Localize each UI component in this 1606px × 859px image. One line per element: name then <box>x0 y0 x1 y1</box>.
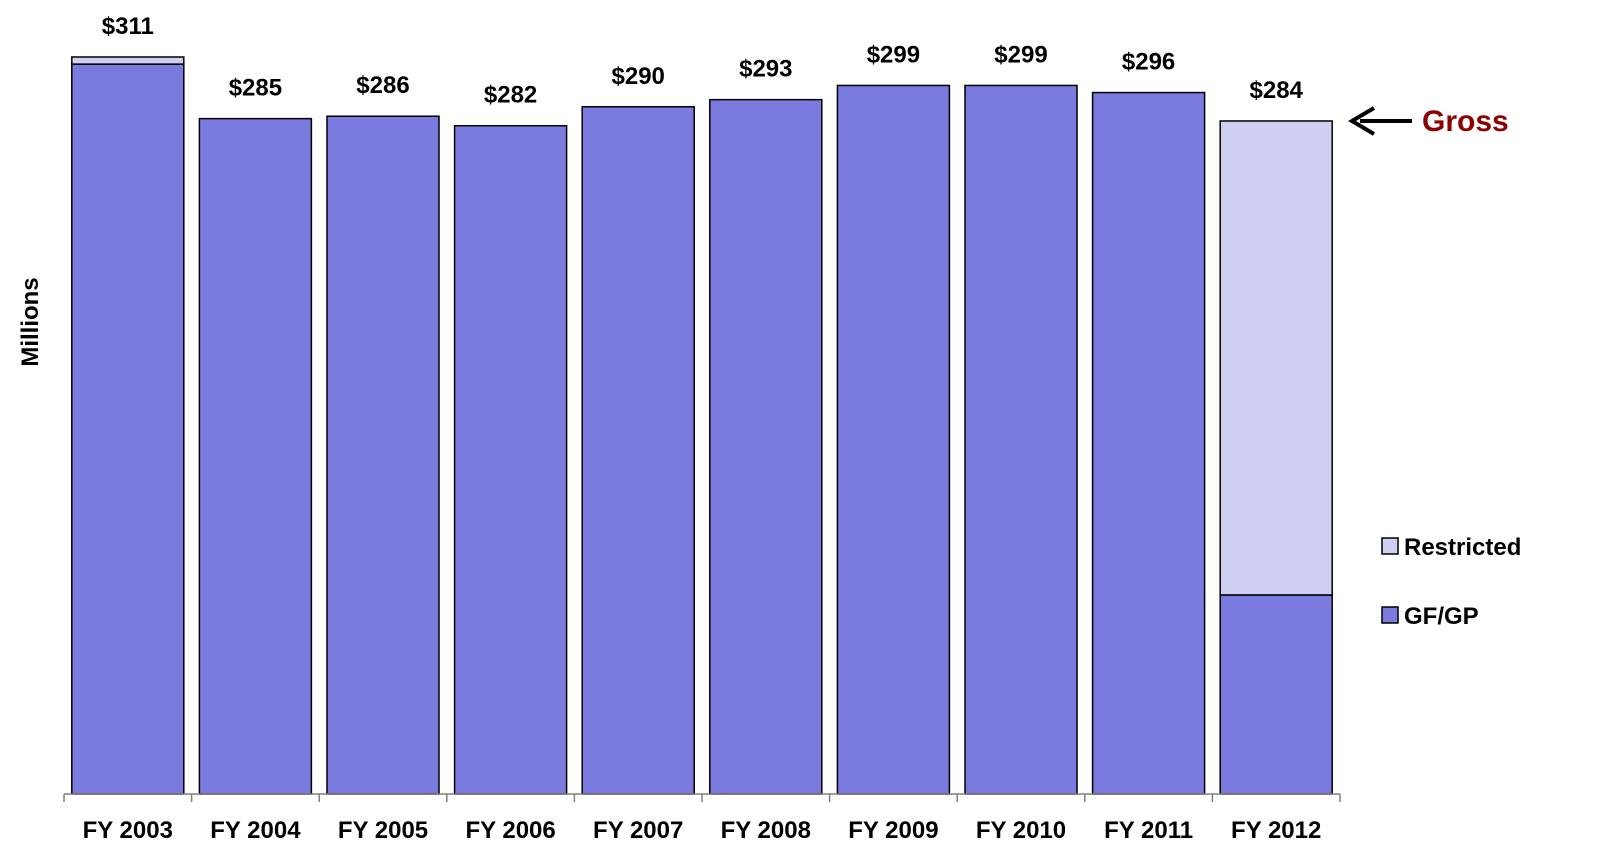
x-tick-label: FY 2007 <box>593 817 683 844</box>
annotation-arrow-head <box>1348 106 1376 136</box>
data-label: $299 <box>867 41 920 68</box>
y-axis-label: Millions <box>17 277 44 366</box>
bar-gf-gp-8 <box>1091 91 1206 795</box>
data-label: $311 <box>102 13 154 40</box>
legend-swatch-restricted <box>1381 537 1399 555</box>
bar-gf-gp-9 <box>1219 594 1333 795</box>
x-tick-label: FY 2008 <box>721 817 811 844</box>
x-tick-label: FY 2005 <box>338 817 428 844</box>
data-label: $282 <box>484 82 537 109</box>
bar-gf-gp-7 <box>964 84 1078 795</box>
bar-restricted-9 <box>1219 120 1333 596</box>
data-label: $293 <box>739 56 792 83</box>
data-label: $290 <box>612 63 665 90</box>
x-tick-label: FY 2006 <box>465 817 555 844</box>
legend-swatch-gf-gp <box>1381 606 1399 624</box>
bar-gf-gp-2 <box>326 115 440 795</box>
gross-annotation: Gross <box>1348 105 1509 138</box>
bar-gf-gp-3 <box>453 124 568 795</box>
x-axis: FY 2003 FY 2004 FY 2005 FY 2006 FY 2007 FY 20… <box>63 793 1341 844</box>
bar-gf-gp-5 <box>709 98 823 795</box>
x-tick-label: FY 2012 <box>1231 817 1321 844</box>
data-label: $284 <box>1250 77 1304 104</box>
x-tick-label: FY 2009 <box>848 817 938 844</box>
data-label: $285 <box>229 75 282 102</box>
legend-label: GF/GP <box>1404 603 1479 630</box>
x-tick-label: FY 2011 <box>1104 817 1193 844</box>
legend-label: Restricted <box>1404 534 1521 561</box>
data-labels: $311 $285 $286 $282 $290 $293 $299 $299 $296 $284 <box>102 13 1304 109</box>
bar-restricted-0 <box>71 56 185 65</box>
annotation-label: Gross <box>1422 105 1509 138</box>
data-label: $286 <box>356 72 409 99</box>
x-tick-label: FY 2003 <box>83 817 173 844</box>
bar-gf-gp-4 <box>581 106 695 795</box>
bar-gf-gp-6 <box>836 84 951 795</box>
x-tick-label: FY 2004 <box>210 817 301 844</box>
bar-gf-gp-1 <box>198 117 313 795</box>
x-tick-label: FY 2010 <box>976 817 1066 844</box>
data-label: $299 <box>994 41 1047 68</box>
bars-group <box>71 56 1333 795</box>
bar-gf-gp-0 <box>71 63 185 795</box>
legend: Restricted GF/GP <box>1381 534 1521 630</box>
data-label: $296 <box>1122 49 1175 76</box>
